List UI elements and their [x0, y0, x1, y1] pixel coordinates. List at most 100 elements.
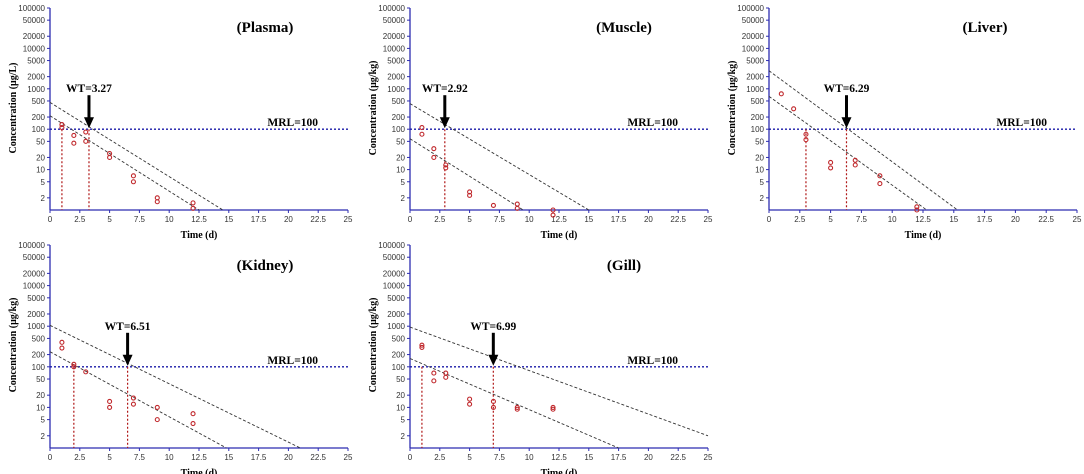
x-tick-label: 2.5 — [434, 453, 446, 462]
data-point — [550, 207, 556, 213]
x-axis-label: Time (d) — [181, 468, 218, 474]
y-axis-label: Concentration (μg/kg) — [8, 298, 19, 393]
y-tick-label: 20000 — [742, 32, 765, 41]
x-tick-label: 25 — [704, 453, 713, 462]
y-tick-label: 100000 — [737, 4, 764, 13]
y-tick-label: 5000 — [387, 294, 405, 303]
wt-arrow-head — [841, 117, 852, 129]
y-tick-label: 10000 — [383, 44, 406, 53]
x-tick-label: 22.5 — [1038, 215, 1054, 224]
x-tick-label: 22.5 — [670, 215, 686, 224]
chart-panel-5: 0 2.5 5 7.5 10 12.5 15 17.5 20 22.5 25100000500002… — [368, 241, 713, 474]
data-point — [59, 339, 65, 345]
y-tick-label: 2 — [41, 432, 46, 441]
x-tick-label: 5 — [467, 215, 472, 224]
data-point — [59, 124, 65, 131]
data-point — [490, 398, 496, 405]
y-tick-label: 1000 — [746, 85, 764, 94]
regression-line-1 — [409, 326, 709, 437]
y-tick-label: 20000 — [23, 269, 46, 278]
data-point — [852, 157, 858, 163]
data-point — [107, 404, 113, 410]
y-tick-label: 200 — [392, 113, 406, 122]
y-tick-label: 10 — [36, 166, 45, 175]
y-tick-label: 500 — [32, 334, 46, 343]
data-point — [443, 374, 449, 380]
y-tick-label: 100 — [392, 363, 406, 372]
data-point — [71, 140, 77, 146]
data-point — [514, 201, 520, 207]
data-point — [550, 406, 556, 412]
y-tick-label: 2 — [401, 432, 406, 441]
y-tick-label: 50000 — [23, 253, 46, 262]
data-point — [852, 162, 858, 168]
data-point — [467, 401, 473, 407]
data-point — [71, 361, 77, 367]
x-tick-label: 2.5 — [74, 453, 86, 462]
data-point — [828, 159, 834, 166]
x-tick-label: 0 — [408, 453, 413, 462]
y-tick-label: 100 — [32, 363, 46, 372]
x-tick-label: 15 — [224, 215, 233, 224]
y-tick-label: 200 — [32, 113, 46, 122]
data-point — [419, 344, 425, 350]
data-point — [914, 207, 920, 213]
regression-line-2 — [49, 115, 200, 211]
data-point — [490, 202, 496, 208]
y-tick-label: 2 — [401, 194, 406, 203]
data-point — [154, 417, 160, 423]
y-tick-label: 100000 — [378, 4, 405, 13]
data-point — [514, 406, 520, 412]
y-tick-label: 2000 — [387, 73, 405, 82]
y-tick-label: 10 — [755, 166, 764, 175]
y-tick-label: 500 — [751, 97, 765, 106]
regression-line-2 — [409, 358, 619, 449]
x-tick-label: 5 — [828, 215, 833, 224]
x-tick-label: 0 — [767, 215, 772, 224]
x-tick-label: 15 — [949, 215, 958, 224]
y-tick-label: 10 — [396, 403, 405, 412]
data-point — [431, 378, 437, 384]
y-tick-label: 5 — [760, 178, 765, 187]
y-tick-label: 5 — [401, 178, 406, 187]
x-tick-label: 12.5 — [191, 453, 207, 462]
data-point — [59, 345, 65, 351]
chart-panel-1: 0 2.5 5 7.5 10 12.5 15 17.5 20 22.5 25100000500002… — [8, 4, 353, 241]
x-tick-label: 17.5 — [251, 215, 267, 224]
data-point — [154, 404, 160, 410]
mrl-label: MRL=100 — [627, 355, 678, 367]
panel-title: (Liver) — [963, 20, 1008, 36]
x-tick-label: 25 — [704, 215, 713, 224]
data-point — [190, 421, 196, 427]
x-tick-label: 7.5 — [134, 453, 146, 462]
data-point — [803, 131, 809, 137]
y-tick-label: 2000 — [27, 310, 45, 319]
data-point — [490, 404, 496, 410]
y-tick-label: 200 — [751, 113, 765, 122]
y-tick-label: 100000 — [18, 4, 45, 13]
wt-label: WT=6.51 — [105, 321, 151, 333]
x-tick-label: 5 — [107, 453, 112, 462]
y-tick-label: 100 — [392, 125, 406, 134]
mrl-label: MRL=100 — [267, 355, 318, 367]
wt-label: WT=2.92 — [422, 83, 468, 95]
y-tick-label: 10000 — [742, 44, 765, 53]
x-tick-label: 20 — [284, 215, 293, 224]
data-point — [59, 122, 65, 128]
x-tick-label: 17.5 — [977, 215, 993, 224]
wt-arrow-head — [122, 354, 133, 366]
panel-title: (Muscle) — [596, 20, 652, 36]
wt-arrow-head — [83, 117, 94, 129]
y-axis-label: Concentration (μg/L) — [8, 63, 19, 154]
data-point — [467, 396, 473, 402]
mrl-label: MRL=100 — [267, 117, 318, 129]
y-tick-label: 5 — [41, 416, 46, 425]
x-tick-label: 5 — [467, 453, 472, 462]
x-tick-label: 15 — [584, 453, 593, 462]
y-axis-label: Concentration (μg/kg) — [368, 61, 379, 156]
y-tick-label: 200 — [32, 351, 46, 360]
data-point — [443, 165, 449, 171]
y-tick-label: 50000 — [383, 16, 406, 25]
x-tick-label: 17.5 — [611, 453, 627, 462]
x-axis-label: Time (d) — [541, 468, 578, 474]
